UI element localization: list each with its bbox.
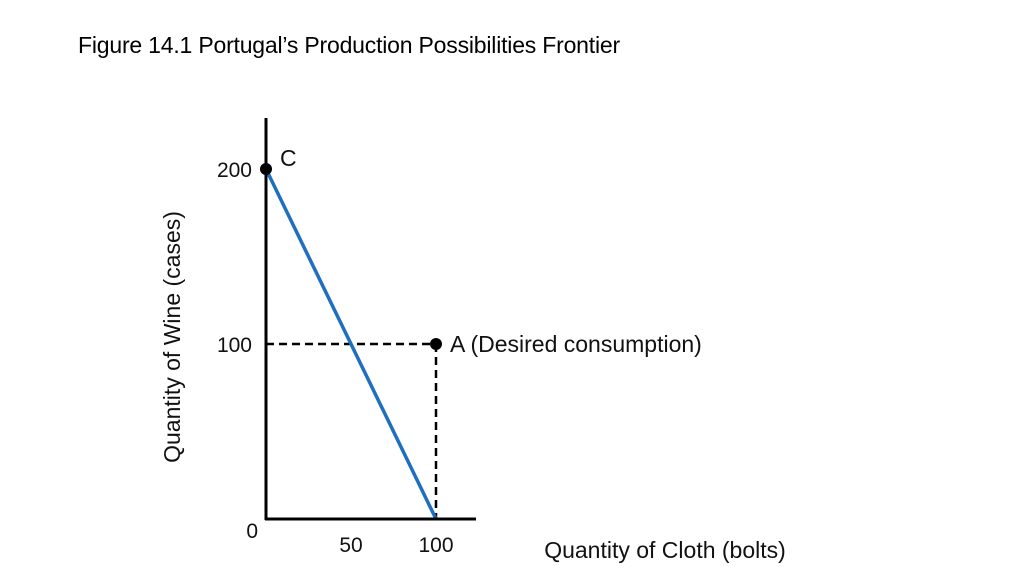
point-a-marker — [430, 338, 442, 350]
point-a-label: A (Desired consumption) — [450, 331, 702, 357]
production-possibilities-frontier-line — [264, 168, 438, 520]
x-axis-label: Quantity of Cloth (bolts) — [544, 537, 786, 563]
origin-tick-label: 0 — [246, 520, 258, 543]
y-axis-label: Quantity of Wine (cases) — [159, 211, 185, 463]
slide-title: Figure 14.1 Portugal’s Production Possib… — [78, 32, 620, 58]
x-tick-label-50: 50 — [339, 534, 362, 557]
y-tick-label-100: 100 — [217, 334, 252, 357]
point-c-label: C — [280, 145, 297, 171]
data-points: C A (Desired consumption) — [260, 145, 702, 357]
x-tick-label-100: 100 — [418, 534, 453, 557]
guide-lines — [266, 342, 438, 519]
tick-labels: 100 200 50 100 — [217, 159, 454, 557]
point-c-marker — [260, 163, 272, 175]
y-tick-label-200: 200 — [217, 159, 252, 182]
